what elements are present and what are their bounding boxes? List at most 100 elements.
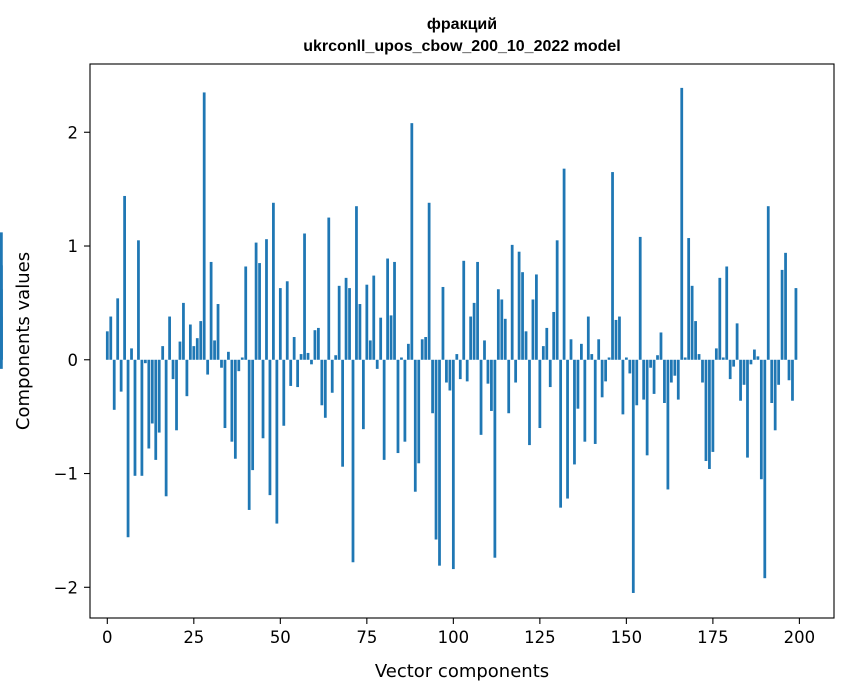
- bar-178: [721, 357, 725, 360]
- bar-167: [683, 357, 687, 360]
- bar-66: [334, 355, 338, 360]
- bar-67: [337, 285, 341, 360]
- bar-187: [753, 349, 756, 360]
- bar-176: [714, 348, 718, 360]
- x-tick-label: 0: [102, 628, 113, 647]
- bar-27: [199, 321, 203, 360]
- bar-51: [282, 359, 286, 426]
- bar-172: [701, 359, 704, 383]
- bar-179: [725, 266, 729, 360]
- bar-36: [230, 359, 234, 442]
- bar-65: [330, 359, 334, 393]
- bar-139: [586, 316, 590, 360]
- bar-31: [213, 340, 216, 360]
- bar-55: [296, 359, 300, 388]
- bar-181: [732, 359, 736, 367]
- bar-91: [420, 339, 424, 360]
- x-tick-label: 75: [356, 628, 377, 647]
- bar-189: [759, 359, 763, 480]
- bar-111: [490, 359, 493, 411]
- bar-195: [780, 269, 784, 360]
- bar-11: [143, 359, 147, 364]
- y-tick-label: 1: [68, 237, 79, 256]
- bar-108: [479, 359, 483, 435]
- bar-131: [559, 359, 563, 508]
- bar-180: [728, 359, 732, 380]
- bar-15: [157, 359, 161, 433]
- bar-144: [604, 359, 607, 382]
- bar-159: [656, 355, 659, 360]
- y-axis-label: Components values: [13, 252, 34, 430]
- x-axis-ticks: 0 25 50 75 100 125 150 175 200: [102, 618, 815, 647]
- chart-title-line-1: фракций: [427, 16, 497, 33]
- bar-158: [652, 359, 656, 394]
- bar-81: [386, 258, 389, 360]
- bar-40: [244, 266, 248, 360]
- bar-157: [649, 359, 652, 368]
- bar-152: [631, 359, 635, 593]
- bar-174: [708, 359, 711, 469]
- bar-188: [756, 356, 760, 360]
- bar-192: [770, 359, 774, 403]
- bar-2: [112, 359, 116, 410]
- bar-92: [424, 337, 428, 360]
- bar-110: [486, 359, 490, 384]
- bar-78: [375, 359, 379, 369]
- bar-117: [510, 244, 514, 360]
- bar-1: [109, 316, 113, 360]
- bar-26: [195, 338, 199, 360]
- bar-134: [569, 339, 573, 360]
- bar-175: [711, 359, 715, 452]
- y-tick-label: 0: [68, 351, 79, 370]
- bar-42: [251, 359, 255, 471]
- bar-45: [261, 359, 265, 439]
- bar-129: [552, 311, 556, 360]
- bar-177: [718, 277, 722, 360]
- bar-142: [597, 339, 601, 360]
- bar-58: [306, 352, 310, 360]
- bar-17: [164, 359, 168, 497]
- y-tick-label: −2: [54, 578, 78, 597]
- bar-106: [472, 302, 476, 360]
- bar-80: [382, 359, 386, 460]
- bar-77: [372, 275, 376, 360]
- bar-112: [493, 359, 497, 558]
- bar-127: [545, 327, 549, 360]
- bar-121: [524, 331, 528, 360]
- bar-140: [590, 354, 594, 360]
- bar-28: [202, 92, 206, 360]
- bar-10: [140, 359, 144, 476]
- bar-60: [313, 330, 317, 360]
- bar-9: [137, 240, 140, 360]
- bar-54: [292, 337, 296, 360]
- bar-153: [635, 359, 639, 406]
- bar-141: [593, 359, 597, 444]
- x-tick-label: 175: [697, 628, 729, 647]
- x-axis-label: Vector components: [375, 661, 549, 682]
- bar-146: [611, 172, 614, 360]
- bar-undefined: [0, 359, 3, 369]
- bar-16: [161, 346, 165, 360]
- bar-50: [278, 288, 282, 360]
- bar-undefined: [0, 316, 3, 360]
- bar-5: [123, 195, 126, 360]
- y-tick-label: −1: [54, 465, 78, 484]
- bar-98: [445, 359, 448, 383]
- bar-38: [237, 359, 241, 372]
- bar-114: [500, 299, 504, 360]
- bar-99: [448, 359, 452, 391]
- bar-43: [254, 242, 258, 360]
- bar-119: [517, 251, 521, 360]
- bar-93: [427, 202, 431, 360]
- bar-190: [763, 359, 767, 579]
- bar-72: [355, 206, 358, 360]
- bar-126: [541, 346, 545, 360]
- bar-136: [576, 359, 580, 409]
- bar-170: [694, 321, 697, 360]
- bar-145: [607, 357, 611, 360]
- bar-100: [451, 359, 455, 570]
- bar-57: [303, 233, 306, 360]
- bar-25: [192, 346, 196, 360]
- bar-33: [220, 359, 223, 368]
